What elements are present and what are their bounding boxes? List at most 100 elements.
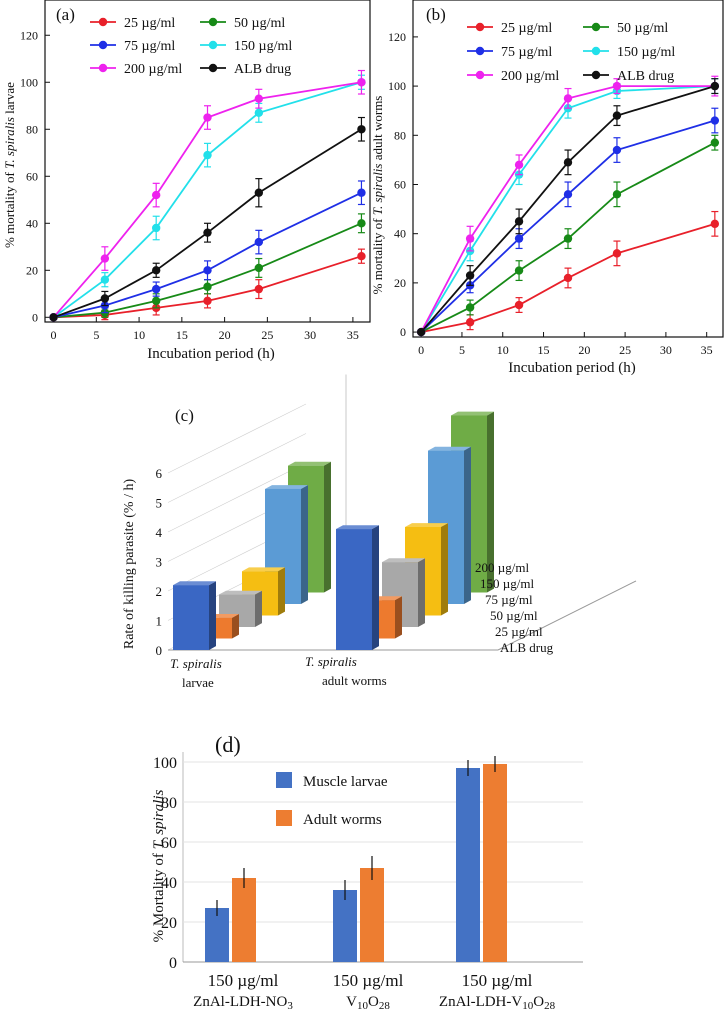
panel-c-bar-top-150-g-ml [265,485,308,489]
b-point-alb-drug [465,271,475,280]
panel-c-series-label-75-g-ml: 75 µg/ml [485,592,533,607]
panel-d-y-tick-label: 40 [161,875,177,892]
b-y-tick-label: 60 [394,177,406,191]
panel-d-bar-muscle-larvae [205,908,229,962]
b-line-150-g-ml [420,85,715,333]
b-x-tick-label: 5 [459,343,465,357]
b-point-75-g-ml [612,145,622,155]
panel-d-category-dose: 150 µg/ml [462,971,533,990]
panel-d-legend: Muscle larvae Adult worms [276,772,388,828]
b-y-tick-label: 40 [394,227,406,241]
panel-c-y-tick-label: 0 [156,643,163,658]
panel-c-bar-top-200-g-ml [288,461,331,466]
panel-c-bar-side-75-g-ml [441,523,448,616]
panel-d-legend-swatch [276,810,292,826]
b-legend-marker [475,70,485,80]
panel-c-bar-top-200-g-ml [451,411,494,416]
b-x-tick-label: 10 [497,343,509,357]
a-point-alb-drug [357,125,366,134]
b-legend-label: 150 µg/ml [617,45,675,60]
b-point-50-g-ml [710,138,720,147]
panel-b-legend: 25 µg/ml 50 µg/ml 75 µg/ml 150 µg/ml 200 µg/… [467,21,675,84]
a-legend-label: ALB drug [234,62,291,77]
panel-b-xlabel: Incubation period (h) [508,360,635,376]
panel-c-bar-side-150-g-ml [301,485,308,604]
panel-d-y-tick-label: 100 [153,755,177,772]
panel-d-category-name-part: O [533,994,544,1010]
panel-d-category-subscript: 10 [522,1000,534,1011]
b-legend-label: 75 µg/ml [501,45,552,60]
a-x-tick-label: 30 [304,328,316,342]
panel-c-ylabel: Rate of killing parasite (% / h) [122,479,137,650]
b-point-75-g-ml [514,234,524,243]
b-point-200-g-ml [612,81,622,91]
b-point-25-g-ml [612,249,622,258]
panel-b-axis-ticks: 0 5 10 15 20 25 30 35 0 20 40 60 80 100 120 [388,30,713,357]
panel-c-3d-bar-chart: (c) Rate of killing parasite (% / h) 0 1 2… [122,374,637,690]
panel-c-y-tick-label: 2 [156,584,163,599]
a-point-25-g-ml [254,284,264,294]
a-y-tick-label: 100 [20,75,38,89]
panel-c-bar-side-75-g-ml [278,567,285,616]
b-legend-marker [591,46,601,56]
a-point-alb-drug [254,188,264,197]
panel-d-bar-adult-worms [232,878,256,962]
panel-c-bar-alb-drug [173,585,209,650]
a-point-150-g-ml [254,108,264,118]
a-point-alb-drug [100,294,110,303]
b-x-tick-label: 20 [578,343,590,357]
b-legend-marker [591,70,601,80]
panel-c-bar-top-150-g-ml [428,446,471,451]
panel-c-bar-top-75-g-ml [242,567,285,572]
a-point-200-g-ml [254,94,264,103]
a-y-tick-label: 120 [20,28,38,42]
a-legend-label: 75 µg/ml [124,39,175,54]
panel-d-y-tick-label: 80 [161,795,177,812]
panel-d-category-subscript: 10 [357,1000,369,1011]
a-y-tick-label: 20 [26,263,38,277]
b-point-25-g-ml [465,318,475,327]
panel-d-y-tick-label: 60 [161,835,177,852]
panel-d-bar-muscle-larvae [456,768,480,962]
panel-c-category-label: T. spiralis [170,656,222,671]
b-point-alb-drug [416,327,426,337]
a-point-alb-drug [151,266,161,275]
a-point-75-g-ml [151,284,161,294]
panel-d-category-name: ZnAl-LDH-V10O28 [439,994,556,1011]
b-y-tick-label: 0 [400,325,406,339]
panel-c-bar-side-150-g-ml [464,446,471,604]
b-x-tick-label: 35 [701,343,713,357]
a-legend-marker [208,40,218,50]
a-point-75-g-ml [254,237,264,247]
b-legend-marker [475,46,485,56]
panel-c-series-label-alb-drug: ALB drug [500,640,554,655]
a-point-alb-drug [49,313,58,322]
b-y-tick-label: 120 [388,30,406,44]
a-x-tick-label: 5 [93,328,99,342]
panel-d-category-name-part: V [346,994,357,1010]
a-legend-label: 25 µg/ml [124,16,175,31]
b-point-50-g-ml [514,266,524,275]
panel-a-line-chart: (a) Incubation period (h) % mortality of… [2,0,371,362]
b-x-tick-label: 30 [660,343,672,357]
b-point-50-g-ml [465,303,475,312]
b-point-25-g-ml [563,273,573,283]
panel-b-series-group [416,75,720,337]
panel-c-bar-top-75-g-ml [405,523,448,527]
panel-c-bar-side-50-g-ml [418,558,425,627]
a-x-tick-label: 15 [176,328,188,342]
panel-d-category-dose: 150 µg/ml [333,971,404,990]
a-legend-marker [208,17,218,27]
panel-c-series-label-200-g-ml: 200 µg/ml [475,560,529,575]
panel-d-category-subscript: 28 [544,1000,556,1011]
b-y-tick-label: 20 [394,276,406,290]
panel-b-line-chart: (b) Incubation period (h) % mortality of… [370,0,724,376]
a-point-150-g-ml [100,275,110,284]
panel-d-category-name-part: ZnAl-LDH-NO [193,994,287,1010]
panel-c-category-label: T. spiralis [305,654,357,669]
b-y-tick-label: 100 [388,79,406,93]
a-point-150-g-ml [151,223,161,233]
panel-d-legend-label: Muscle larvae [303,774,388,790]
